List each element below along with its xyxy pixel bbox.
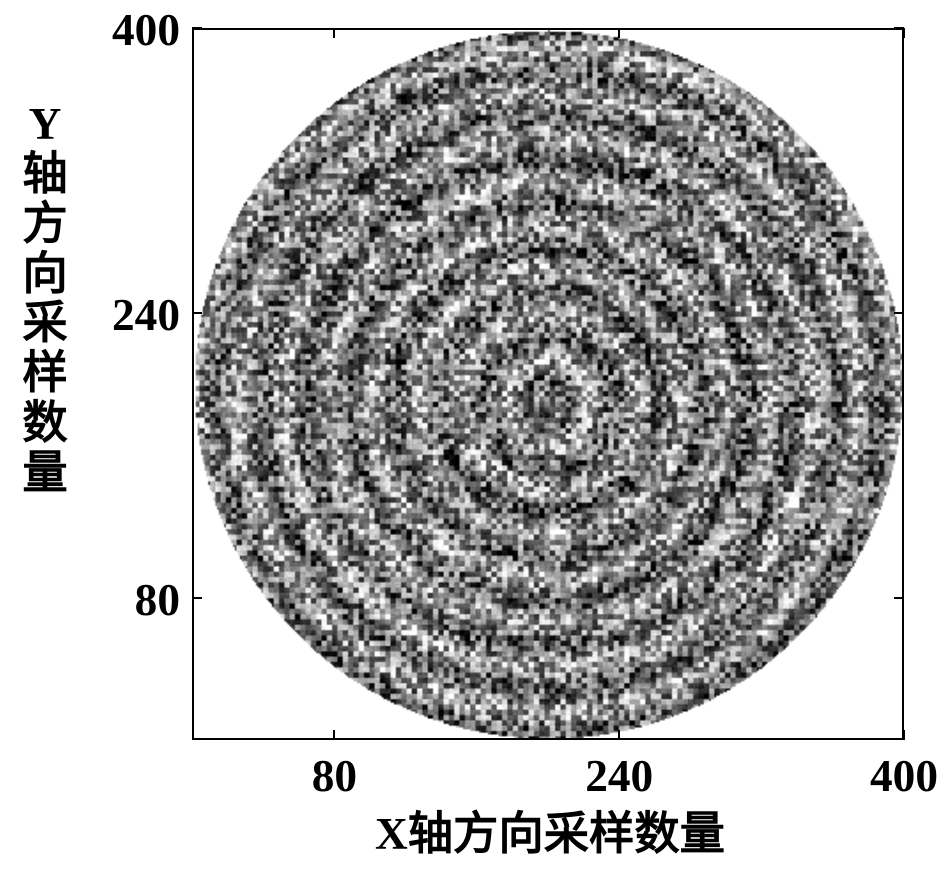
axis-tick <box>894 312 904 314</box>
axis-tick <box>192 27 202 29</box>
axis-tick <box>618 730 620 740</box>
y-tick-label: 80 <box>100 574 180 626</box>
axis-tick <box>894 27 904 29</box>
axis-tick <box>192 597 202 599</box>
axis-tick <box>333 28 335 38</box>
y-tick-label: 400 <box>100 4 180 56</box>
axis-tick <box>903 28 905 38</box>
axis-tick <box>618 28 620 38</box>
figure-container: Y 轴 方 向 采 样 数 量 X轴方向采样数量 400 240 80 80 2… <box>0 0 947 875</box>
axis-tick <box>333 730 335 740</box>
ylabel-char: Y <box>10 100 80 150</box>
axis-tick <box>894 597 904 599</box>
x-tick-label: 240 <box>569 750 669 802</box>
ylabel-char: 采 <box>10 299 80 349</box>
ylabel-char: 数 <box>10 399 80 449</box>
ylabel-char: 轴 <box>10 150 80 200</box>
axis-tick <box>192 312 202 314</box>
y-tick-label: 240 <box>100 289 180 341</box>
x-tick-label: 400 <box>854 750 947 802</box>
ylabel-char: 向 <box>10 250 80 300</box>
plot-area <box>192 28 904 740</box>
ylabel-char: 方 <box>10 200 80 250</box>
axis-tick <box>903 730 905 740</box>
y-axis-label: Y 轴 方 向 采 样 数 量 <box>10 100 80 499</box>
ylabel-char: 样 <box>10 349 80 399</box>
x-axis-label: X轴方向采样数量 <box>180 797 920 863</box>
speckle-image <box>194 30 902 738</box>
x-tick-label: 80 <box>284 750 384 802</box>
ylabel-char: 量 <box>10 449 80 499</box>
